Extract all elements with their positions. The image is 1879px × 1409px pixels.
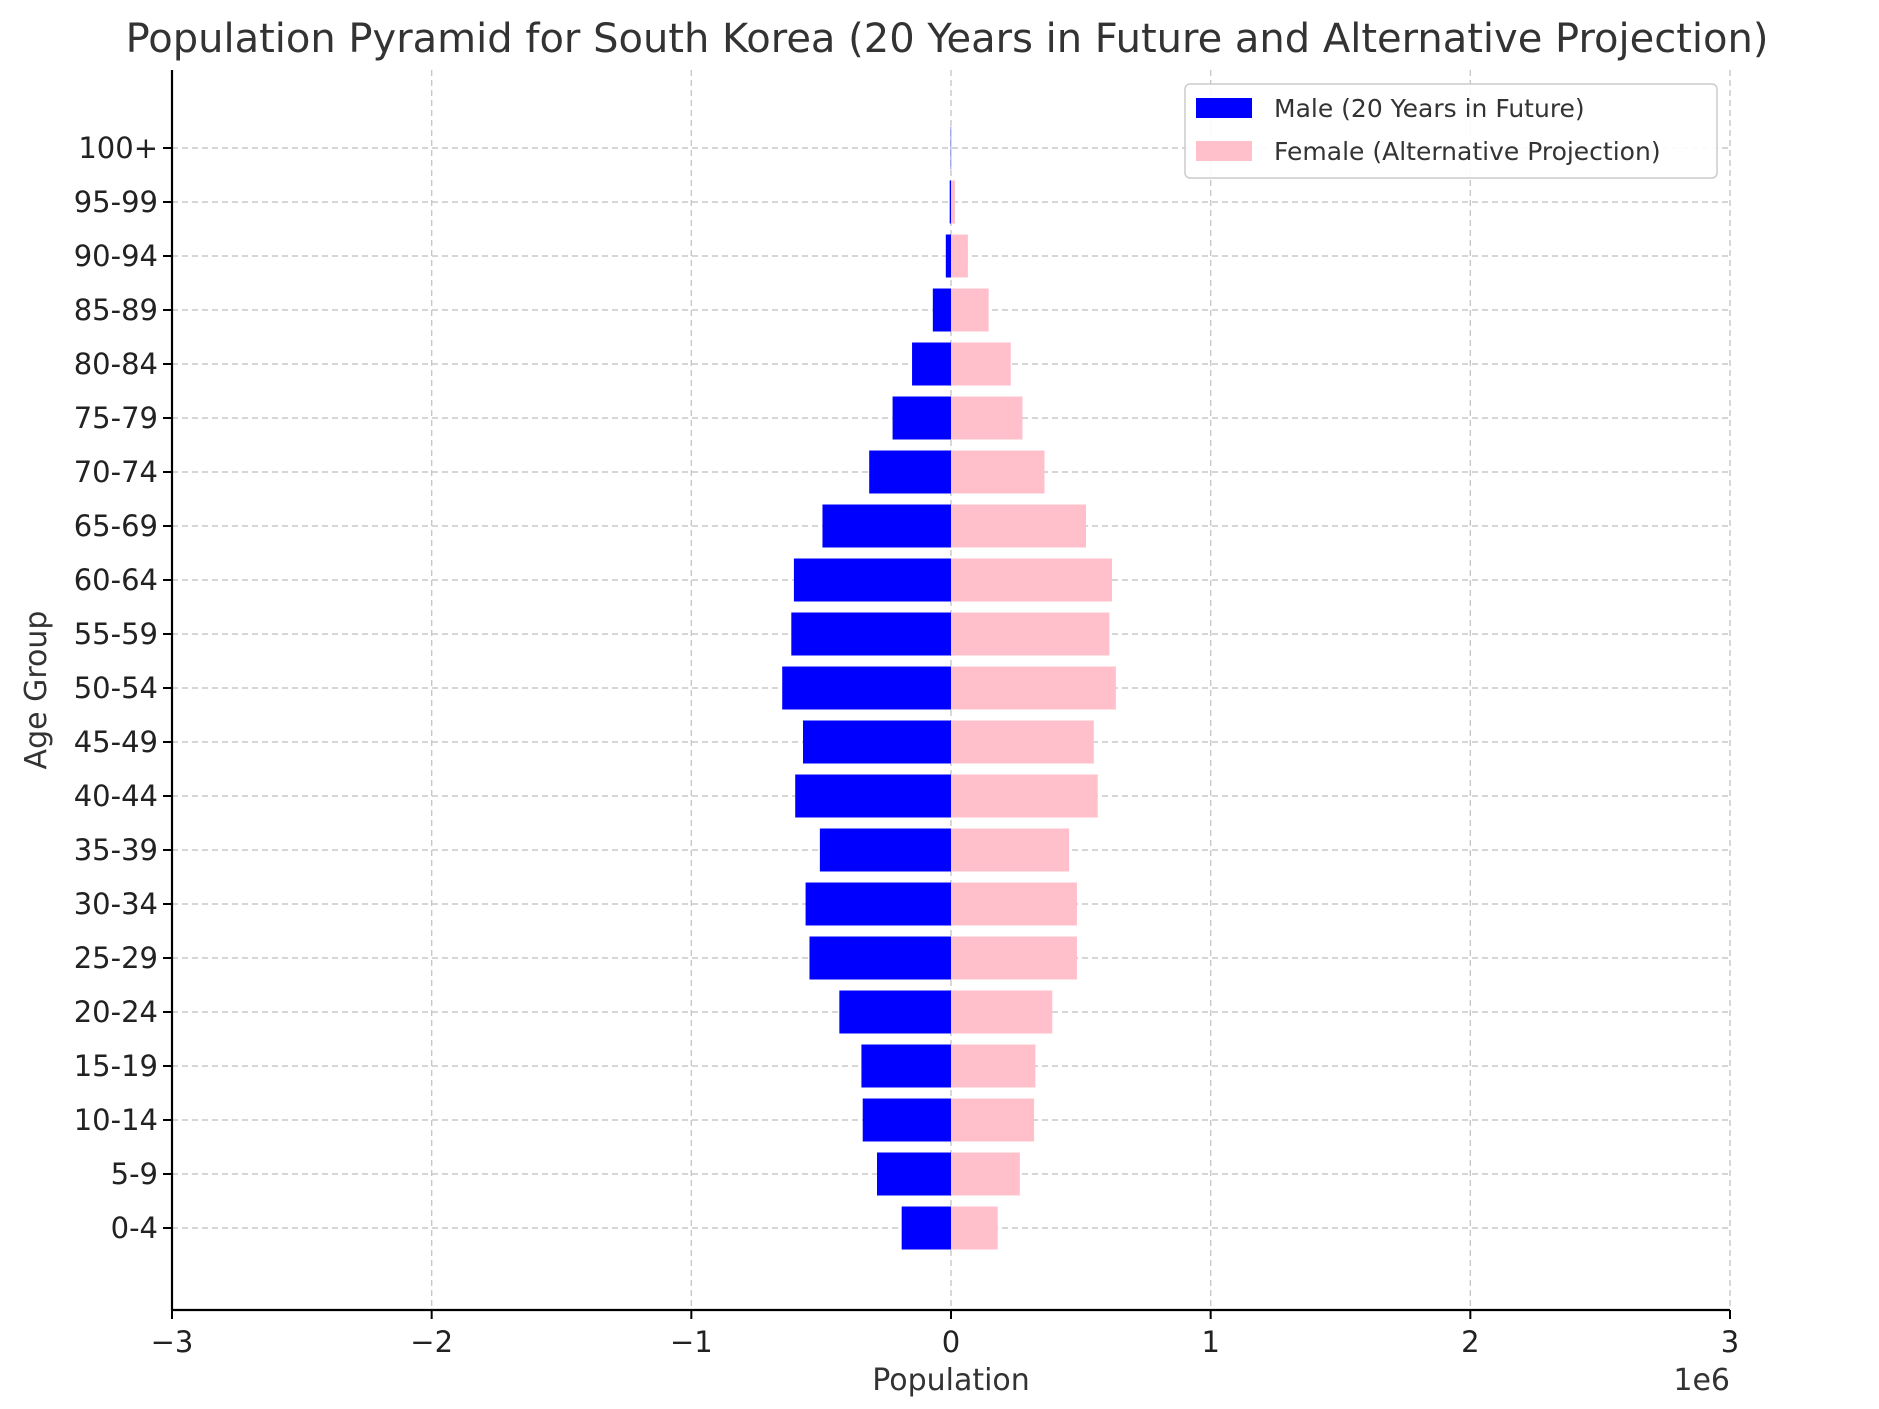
bar-male-55-59 xyxy=(791,612,951,656)
bar-female-20-24 xyxy=(951,990,1053,1034)
bar-female-10-14 xyxy=(951,1098,1035,1142)
bar-female-5-9 xyxy=(951,1152,1020,1196)
bar-male-75-79 xyxy=(892,396,951,440)
x-axis-scale-label: 1e6 xyxy=(1673,1363,1730,1398)
x-tick-label: −3 xyxy=(151,1325,194,1359)
bar-female-65-69 xyxy=(951,504,1087,548)
bar-male-40-44 xyxy=(795,774,951,818)
x-tick-label: −1 xyxy=(670,1325,713,1359)
y-axis-label: Age Group xyxy=(19,611,54,770)
y-tick-label: 60-64 xyxy=(74,563,158,597)
y-tick-label: 20-24 xyxy=(74,995,158,1029)
y-tick-label: 40-44 xyxy=(74,779,158,813)
bar-male-60-64 xyxy=(793,558,951,602)
bar-male-90-94 xyxy=(945,234,951,278)
x-tick-label: 0 xyxy=(942,1325,960,1359)
bar-male-70-74 xyxy=(869,450,951,494)
bar-male-95-99 xyxy=(949,180,951,224)
y-tick-label: 100+ xyxy=(78,131,158,165)
x-tick-label: 2 xyxy=(1461,1325,1479,1359)
y-tick-label: 35-39 xyxy=(74,833,158,867)
y-tick-label: 25-29 xyxy=(74,941,158,975)
bar-female-100+ xyxy=(951,126,952,170)
chart-title: Population Pyramid for South Korea (20 Y… xyxy=(126,16,1769,62)
bar-male-35-39 xyxy=(819,828,951,872)
bar-male-80-84 xyxy=(912,342,951,386)
bar-female-55-59 xyxy=(951,612,1110,656)
y-tick-label: 5-9 xyxy=(111,1157,158,1191)
bar-female-45-49 xyxy=(951,720,1094,764)
y-tick-label: 95-99 xyxy=(74,185,158,219)
y-tick-label: 85-89 xyxy=(74,293,158,327)
y-tick-label: 10-14 xyxy=(74,1103,158,1137)
bars xyxy=(782,126,1116,1250)
x-tick-label: −2 xyxy=(410,1325,453,1359)
bar-female-30-34 xyxy=(951,882,1077,926)
y-tick-label: 80-84 xyxy=(74,347,158,381)
legend-label-male: Male (20 Years in Future) xyxy=(1274,94,1585,123)
bar-female-85-89 xyxy=(951,288,989,332)
bar-female-35-39 xyxy=(951,828,1070,872)
legend: Male (20 Years in Future) Female (Altern… xyxy=(1184,83,1718,179)
bar-female-50-54 xyxy=(951,666,1116,710)
y-tick-label: 90-94 xyxy=(74,239,158,273)
y-tick-label: 0-4 xyxy=(111,1211,158,1245)
bar-female-25-29 xyxy=(951,936,1077,980)
bar-male-0-4 xyxy=(901,1206,951,1250)
y-tick-label: 70-74 xyxy=(74,455,158,489)
y-tick-label: 75-79 xyxy=(74,401,158,435)
legend-swatch-female xyxy=(1196,141,1252,161)
x-ticks: −3 −2 −1 0 1 2 3 xyxy=(151,1310,1739,1359)
x-tick-label: 3 xyxy=(1721,1325,1739,1359)
bar-female-40-44 xyxy=(951,774,1098,818)
bar-female-75-79 xyxy=(951,396,1023,440)
y-tick-label: 55-59 xyxy=(74,617,158,651)
bar-female-70-74 xyxy=(951,450,1045,494)
legend-label-female: Female (Alternative Projection) xyxy=(1274,137,1661,166)
x-axis-label: Population xyxy=(872,1363,1030,1398)
bar-female-15-19 xyxy=(951,1044,1036,1088)
y-tick-label: 30-34 xyxy=(74,887,158,921)
y-ticks: 0-4 5-9 10-14 15-19 20-24 25-29 30-34 35-39 40-4… xyxy=(74,131,172,1245)
y-tick-label: 45-49 xyxy=(74,725,158,759)
bar-male-5-9 xyxy=(876,1152,951,1196)
bar-male-10-14 xyxy=(862,1098,951,1142)
bar-male-45-49 xyxy=(802,720,951,764)
bar-male-50-54 xyxy=(782,666,951,710)
bar-female-60-64 xyxy=(951,558,1112,602)
bar-male-65-69 xyxy=(822,504,951,548)
y-tick-label: 50-54 xyxy=(74,671,158,705)
bar-female-0-4 xyxy=(951,1206,998,1250)
bar-female-90-94 xyxy=(951,234,968,278)
bar-male-25-29 xyxy=(809,936,951,980)
legend-swatch-male xyxy=(1196,98,1252,118)
bar-male-15-19 xyxy=(861,1044,951,1088)
y-tick-label: 15-19 xyxy=(74,1049,158,1083)
x-tick-label: 1 xyxy=(1201,1325,1219,1359)
y-tick-label: 65-69 xyxy=(74,509,158,543)
bar-female-80-84 xyxy=(951,342,1011,386)
legend-box xyxy=(1184,83,1718,179)
bar-male-20-24 xyxy=(839,990,951,1034)
bar-male-30-34 xyxy=(805,882,951,926)
bar-male-85-89 xyxy=(932,288,951,332)
bar-female-95-99 xyxy=(951,180,955,224)
